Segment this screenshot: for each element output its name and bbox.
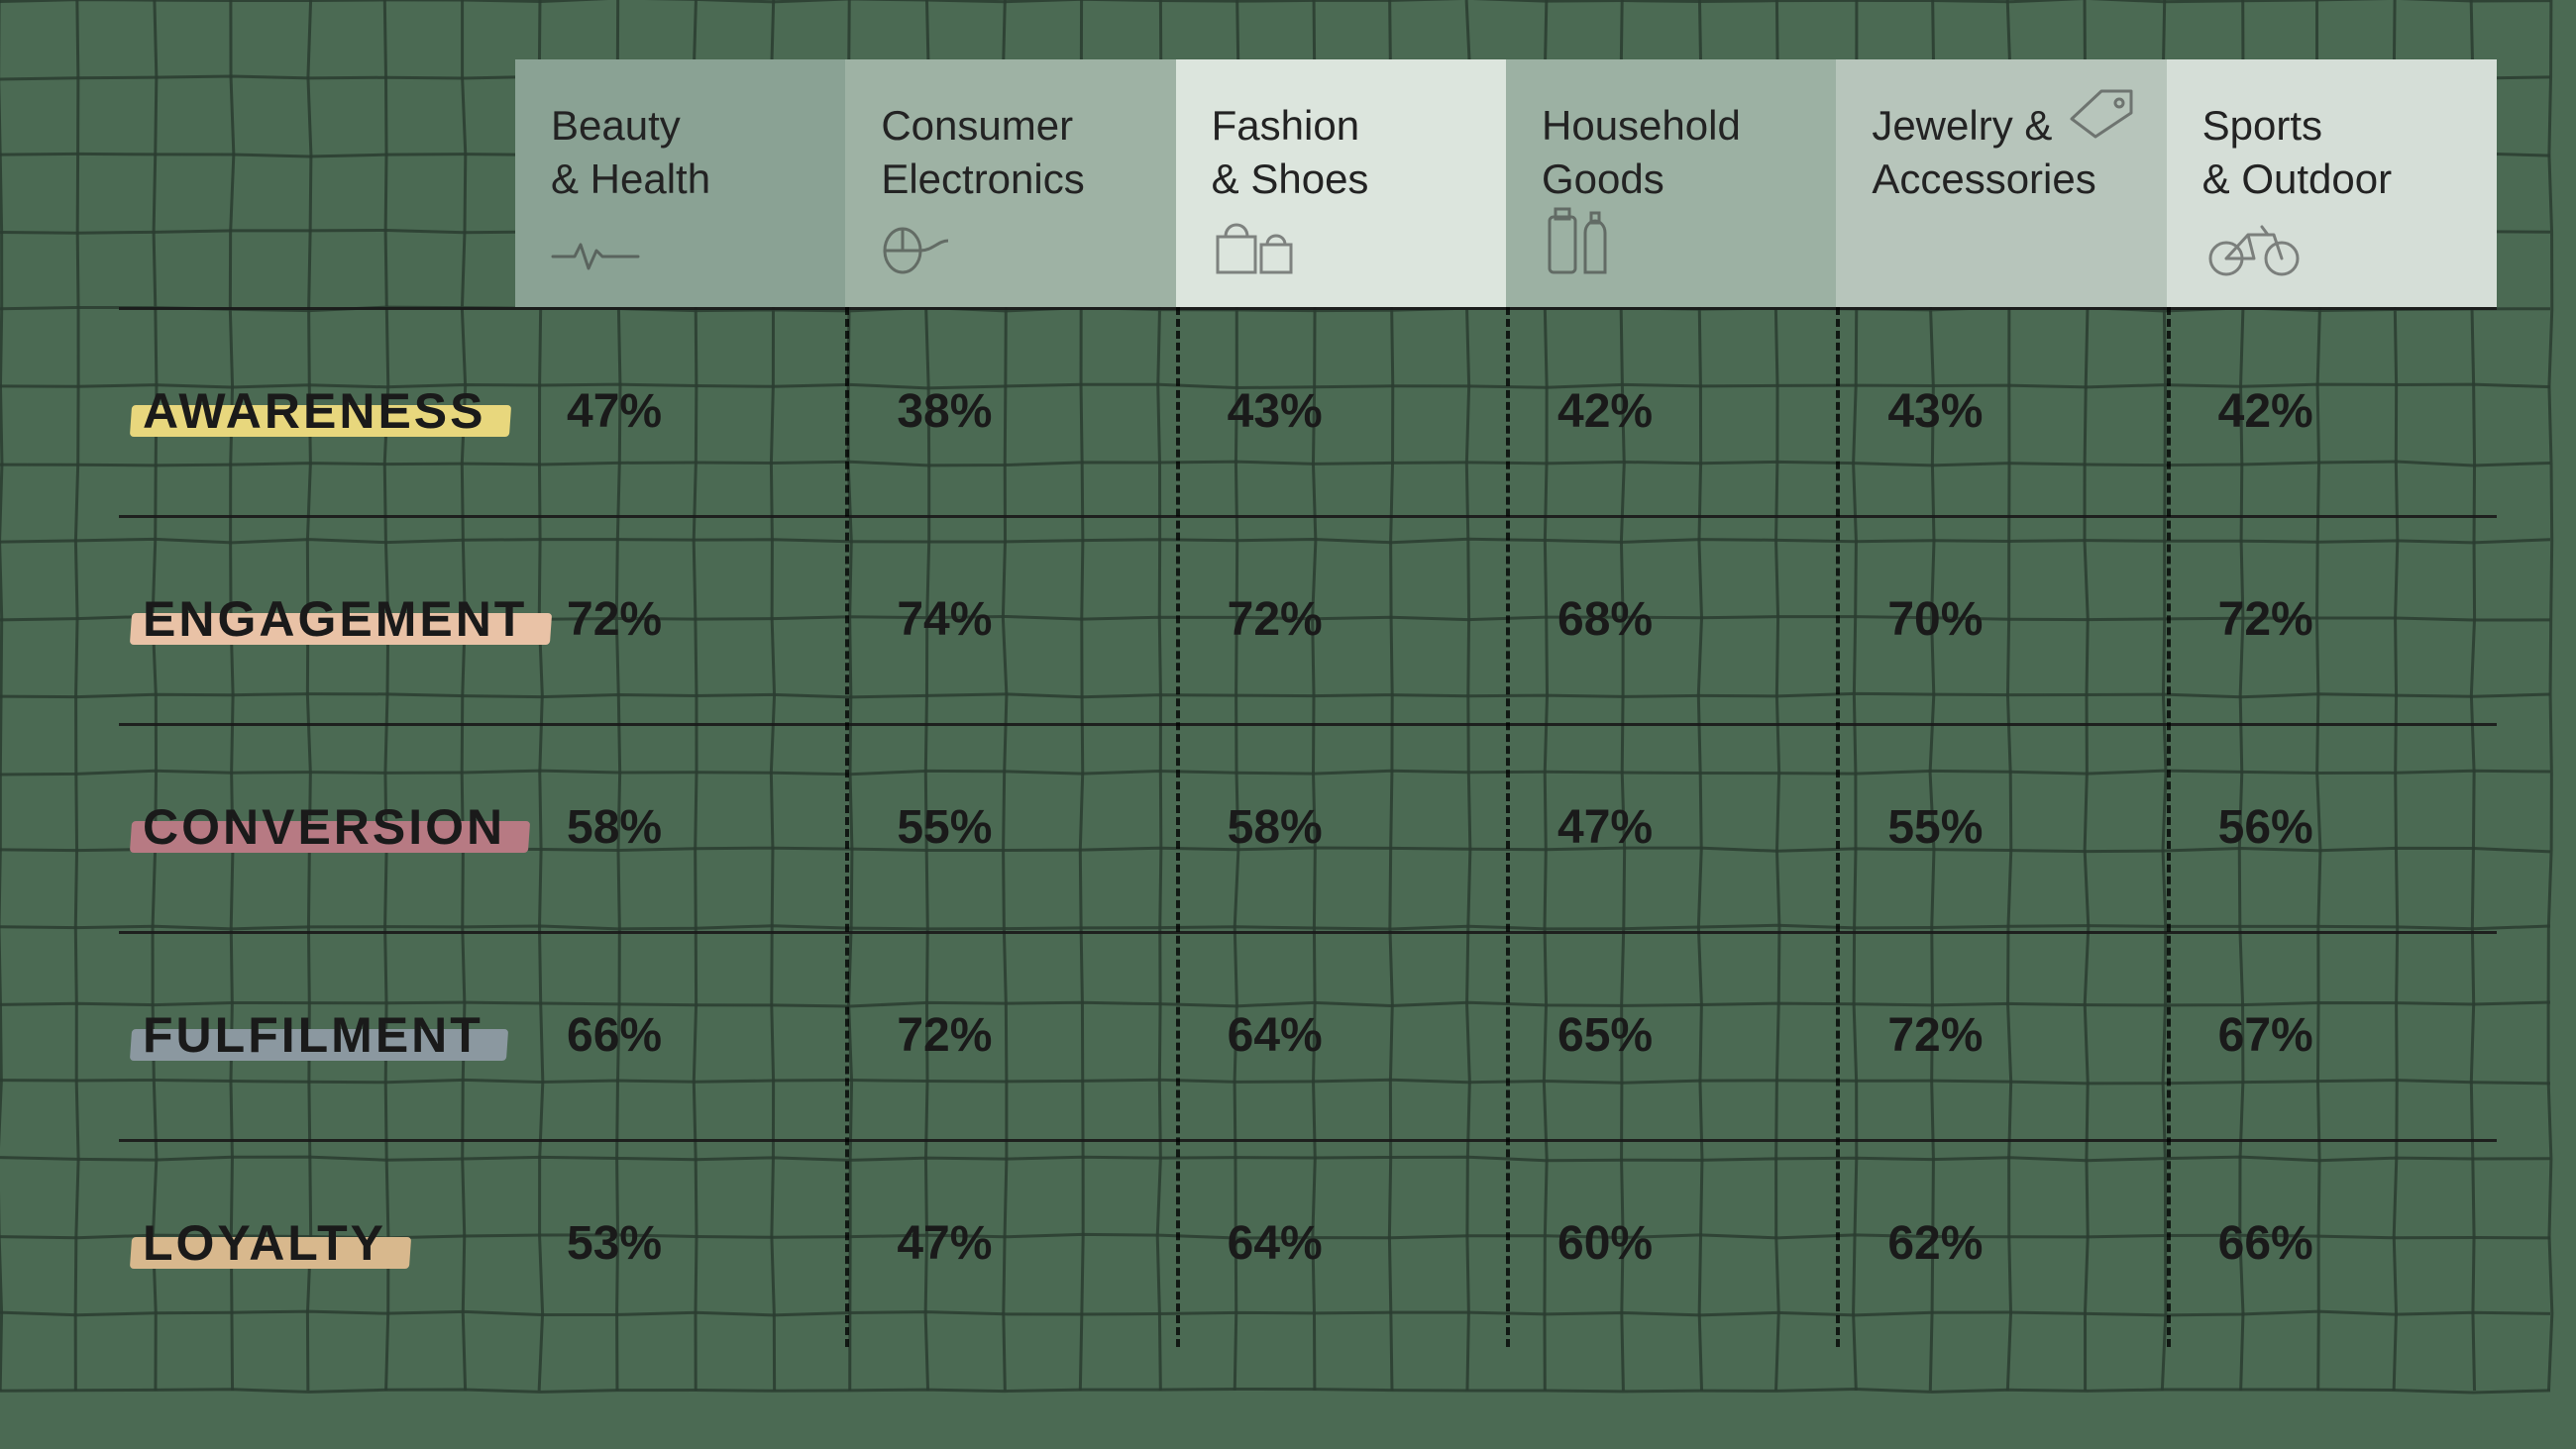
data-cell: 60%: [1506, 1139, 1836, 1347]
row-divider: [119, 515, 2497, 518]
column-divider: [845, 307, 849, 1347]
row-label-awareness: AWARENESS: [139, 380, 498, 442]
column-divider: [1176, 307, 1180, 1347]
data-cell: 53%: [515, 1139, 845, 1347]
data-cell: 47%: [515, 307, 845, 515]
row-label-cell: FULFILMENT: [119, 931, 515, 1139]
data-cell: 42%: [1506, 307, 1836, 515]
column-header-line2: Goods: [1542, 153, 1808, 206]
mouse-icon: [881, 221, 952, 289]
data-cell: 47%: [1506, 723, 1836, 931]
data-cell: 43%: [1176, 307, 1506, 515]
stage: Beauty& HealthConsumerElectronicsFashion…: [0, 0, 2576, 1449]
column-header-beauty: Beauty& Health: [515, 59, 845, 307]
column-header-line2: Accessories: [1872, 153, 2138, 206]
row-label-cell: LOYALTY: [119, 1139, 515, 1347]
data-cell: 47%: [845, 1139, 1175, 1347]
data-cell: 72%: [1176, 515, 1506, 723]
data-cell: 74%: [845, 515, 1175, 723]
data-cell: 67%: [2167, 931, 2497, 1139]
data-cell: 62%: [1836, 1139, 2166, 1347]
data-cell: 58%: [515, 723, 845, 931]
data-cell: 64%: [1176, 931, 1506, 1139]
row-label-engagement: ENGAGEMENT: [139, 588, 539, 650]
data-cell: 68%: [1506, 515, 1836, 723]
column-divider: [2167, 307, 2171, 1347]
table-wrapper: Beauty& HealthConsumerElectronicsFashion…: [0, 0, 2576, 1449]
bags-icon: [1212, 217, 1301, 289]
data-cell: 56%: [2167, 723, 2497, 931]
row-label-cell: ENGAGEMENT: [119, 515, 515, 723]
row-label-cell: CONVERSION: [119, 723, 515, 931]
row-label-conversion: CONVERSION: [139, 796, 517, 858]
data-cell: 72%: [1836, 931, 2166, 1139]
column-header-line1: Sports: [2202, 99, 2469, 153]
column-header-line1: Household: [1542, 99, 1808, 153]
column-header-line2: & Shoes: [1212, 153, 1478, 206]
tag-icon: [2058, 85, 2137, 155]
row-label-loyalty: LOYALTY: [139, 1212, 398, 1274]
column-header-jewelry: Jewelry &Accessories: [1836, 59, 2166, 307]
header-blank: [119, 59, 515, 307]
column-header-sports: Sports& Outdoor: [2167, 59, 2497, 307]
data-table: Beauty& HealthConsumerElectronicsFashion…: [119, 59, 2497, 1347]
data-cell: 65%: [1506, 931, 1836, 1139]
row-divider: [119, 723, 2497, 726]
data-cell: 42%: [2167, 307, 2497, 515]
data-cell: 72%: [515, 515, 845, 723]
column-header-household: HouseholdGoods: [1506, 59, 1836, 307]
column-header-line1: Beauty: [551, 99, 817, 153]
data-cell: 72%: [2167, 515, 2497, 723]
data-cell: 55%: [1836, 723, 2166, 931]
data-cell: 55%: [845, 723, 1175, 931]
column-header-fashion: Fashion& Shoes: [1176, 59, 1506, 307]
data-cell: 43%: [1836, 307, 2166, 515]
column-header-electronics: ConsumerElectronics: [845, 59, 1175, 307]
row-divider: [119, 1139, 2497, 1142]
bike-icon: [2202, 221, 2306, 289]
heartbeat-icon: [551, 236, 640, 289]
data-cell: 58%: [1176, 723, 1506, 931]
column-header-line2: Electronics: [881, 153, 1147, 206]
column-header-line1: Consumer: [881, 99, 1147, 153]
row-label-cell: AWARENESS: [119, 307, 515, 515]
row-label-fulfilment: FULFILMENT: [139, 1004, 495, 1066]
data-cell: 70%: [1836, 515, 2166, 723]
column-divider: [1506, 307, 1510, 1347]
data-cell: 66%: [515, 931, 845, 1139]
column-header-line1: Fashion: [1212, 99, 1478, 153]
column-divider: [1836, 307, 1840, 1347]
data-cell: 66%: [2167, 1139, 2497, 1347]
data-cell: 38%: [845, 307, 1175, 515]
row-divider: [119, 931, 2497, 934]
bottle-icon: [1542, 205, 1611, 289]
data-cell: 72%: [845, 931, 1175, 1139]
column-header-line2: & Outdoor: [2202, 153, 2469, 206]
column-header-line2: & Health: [551, 153, 817, 206]
data-cell: 64%: [1176, 1139, 1506, 1347]
row-divider: [119, 307, 2497, 310]
